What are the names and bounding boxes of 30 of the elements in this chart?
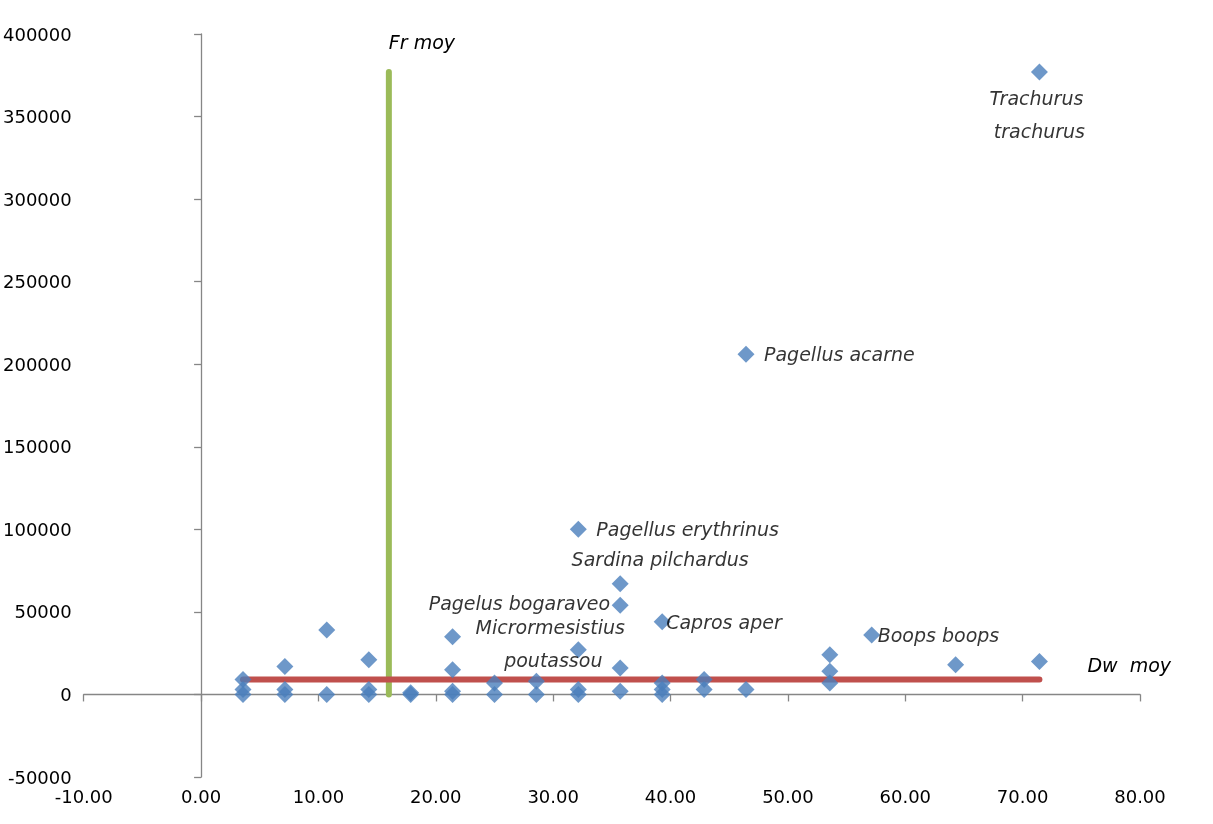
annotation: Capros aper — [666, 610, 783, 633]
x-tick-label: -10.00 — [54, 785, 113, 807]
y-tick-label: 250000 — [2, 271, 72, 293]
y-tick-label: 50000 — [14, 601, 72, 623]
x-tick-label: 60.00 — [879, 785, 932, 807]
x-tick-label: 40.00 — [644, 785, 697, 807]
annotation: Boops boops — [877, 624, 1000, 646]
annotation: Micrormesistius poutassou — [475, 616, 631, 672]
x-tick-label: 30.00 — [527, 785, 579, 807]
annotation: Pagellus erythrinus — [596, 518, 780, 541]
y-tick-label: 150000 — [2, 436, 72, 458]
text: Dw moy — [1087, 653, 1172, 676]
y-tick-label: 400000 — [2, 23, 72, 45]
y-tick-label: 100000 — [2, 518, 72, 540]
annotation: Sardina pilchardus — [571, 548, 749, 571]
y-tick-label: -50000 — [7, 766, 72, 788]
x-tick-label: 0.00 — [181, 785, 222, 807]
annotation: Pagellus acarne — [764, 343, 915, 366]
x-tick-label: 70.00 — [996, 785, 1049, 807]
y-tick-label: 0 — [60, 683, 72, 705]
x-tick-label: 10.00 — [292, 785, 345, 807]
y-tick-label: 350000 — [2, 106, 72, 128]
annotation: Pagelus bogaraveo — [428, 592, 611, 615]
x-tick-label: 20.00 — [410, 785, 462, 807]
x-tick-label: 80.00 — [1114, 785, 1166, 807]
y-tick-label: 200000 — [2, 353, 72, 375]
series-label: Fr moy — [388, 30, 456, 53]
annotation: Trachurus trachurus — [989, 87, 1090, 143]
y-tick-label: 300000 — [2, 188, 72, 210]
x-tick-label: 50.00 — [762, 785, 814, 807]
